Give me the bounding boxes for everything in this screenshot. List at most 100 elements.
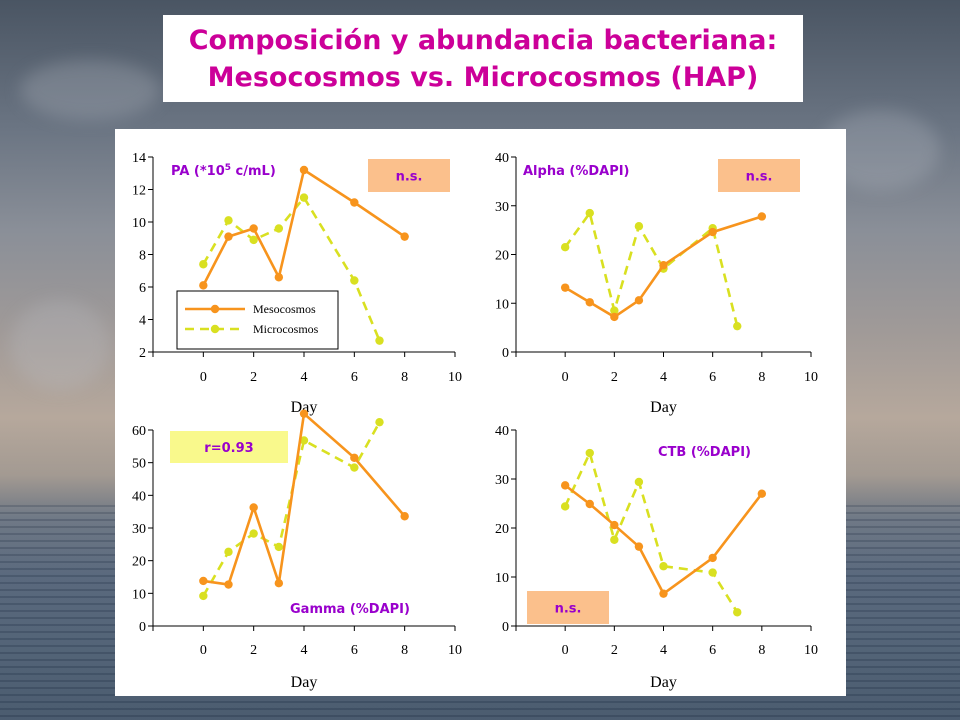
- chart-4-y-tick-label: 30: [495, 473, 509, 488]
- chart-3-mesocosmos-point: [299, 409, 309, 418]
- chart-1-x-tick-label: 0: [200, 370, 207, 385]
- chart-1-mesocosmos-point: [224, 232, 233, 241]
- chart-4-label: CTB (%DAPI): [658, 445, 751, 460]
- chart-4-mesocosmos-point: [708, 553, 717, 563]
- chart-2-x-axis-title: Day: [650, 399, 677, 416]
- chart-4-series-mesocosmos-line: [564, 484, 763, 596]
- chart-3-microcosmos-point: [299, 436, 309, 445]
- chart-3-mesocosmos-point: [199, 576, 208, 586]
- chart-2-microcosmos-point: [733, 321, 742, 331]
- chart-3-y-tick-label: 0: [139, 620, 146, 635]
- chart-1-microcosmos-point: [274, 224, 284, 233]
- chart-3-microcosmos-point: [375, 417, 384, 427]
- chart-4-mesocosmos-point: [560, 481, 570, 490]
- chart-1-label: PA (*105 c/mL): [171, 163, 276, 179]
- chart-3-y-tick-label: 50: [132, 457, 146, 472]
- chart-2-microcosmos-point: [560, 242, 570, 252]
- chart-4-mesocosmos-point: [634, 542, 644, 551]
- chart-4-microcosmos-point: [708, 568, 717, 577]
- chart-2-mesocosmos-point: [757, 212, 767, 221]
- chart-3-mesocosmos-point: [274, 579, 284, 588]
- chart-3-x-tick-label: 0: [200, 643, 207, 658]
- chart-3-y-tick-label: 40: [132, 489, 146, 504]
- chart-1-y-tick-label: 6: [139, 281, 146, 296]
- chart-4-x-tick-label: 6: [709, 643, 716, 658]
- chart-1-mesocosmos-point: [199, 281, 208, 290]
- chart-1-microcosmos-point: [375, 336, 384, 345]
- chart-3-x-tick-label: 2: [250, 643, 257, 658]
- chart-2-y-tick-label: 20: [495, 249, 509, 264]
- chart-4-microcosmos-point: [585, 448, 594, 458]
- chart-3-x-tick-label: 6: [351, 643, 358, 658]
- chart-2-microcosmos-point: [585, 208, 594, 218]
- chart-2-microcosmos-point: [634, 222, 644, 231]
- chart-1-microcosmos-point: [350, 276, 359, 285]
- title-line-2: Mesocosmos vs. Microcosmos (HAP): [207, 62, 759, 93]
- chart-1-x-tick-label: 8: [401, 370, 408, 385]
- chart-1-y-tick-label: 8: [139, 249, 146, 264]
- chart-3-y-tick-label: 20: [132, 555, 146, 570]
- chart-3-microcosmos-point: [224, 547, 233, 557]
- chart-2-mesocosmos-point: [634, 296, 644, 305]
- chart-2-badge-box: [718, 159, 800, 192]
- chart-4-x-tick-label: 8: [758, 643, 765, 658]
- chart-1-y-tick-label: 2: [139, 346, 146, 361]
- chart-1-legend-microcosmos-marker: [210, 324, 220, 334]
- chart-1-label-tail: c/mL): [231, 164, 276, 179]
- chart-2-x-tick-label: 8: [758, 370, 765, 385]
- chart-1-microcosmos-point: [249, 235, 258, 245]
- chart-3-mesocosmos-point: [350, 453, 359, 462]
- chart-3-microcosmos-point: [274, 542, 284, 552]
- charts-svg: 2 4 6 8 10 12 14 0 2 4 6 8 10 Day n.s. PA (*105 c/mL) Me…: [132, 151, 818, 691]
- chart-2-mesocosmos-point: [585, 298, 594, 307]
- chart-3-microcosmos-point: [199, 591, 208, 601]
- chart-3-badge-box: [170, 431, 288, 463]
- chart-4-mesocosmos-point: [757, 489, 767, 498]
- chart-1-y-tick-label: 14: [132, 151, 146, 166]
- chart-1-legend-mesocosmos-label: Mesocosmos: [253, 302, 316, 316]
- chart-1-mesocosmos-point: [274, 273, 284, 282]
- chart-4-microcosmos-point: [634, 477, 644, 487]
- chart-3-y-tick-label: 10: [132, 587, 146, 602]
- chart-3-y-tick-label: 30: [132, 522, 146, 537]
- chart-3-y-tick-label: 60: [132, 424, 146, 439]
- chart-1-x-axis-title: Day: [291, 399, 318, 416]
- chart-1-mesocosmos-point: [400, 232, 409, 241]
- chart-1-x-tick-label: 6: [351, 370, 358, 385]
- chart-4-y-tick-label: 40: [495, 424, 509, 439]
- chart-4-y-tick-label: 10: [495, 571, 509, 586]
- chart-1-x-tick-label: 4: [301, 370, 308, 385]
- chart-2-x-tick-label: 10: [804, 370, 818, 385]
- chart-4-y-tick-label: 0: [502, 620, 509, 635]
- chart-4-x-tick-label: 10: [804, 643, 818, 658]
- chart-2-y-tick-label: 30: [495, 200, 509, 215]
- chart-1-y-tick-label: 10: [132, 216, 146, 231]
- chart-2-x-tick-label: 0: [562, 370, 569, 385]
- chart-3-x-axis-title: Day: [291, 674, 318, 691]
- chart-1-label-main: PA (*10: [171, 164, 225, 179]
- chart-2-label: Alpha (%DAPI): [523, 164, 630, 179]
- chart-2-x-tick-label: 6: [709, 370, 716, 385]
- chart-4-x-tick-label: 2: [611, 643, 618, 658]
- chart-1-legend-mesocosmos-marker: [210, 304, 220, 314]
- chart-1-microcosmos-point: [299, 193, 309, 202]
- chart-1-mesocosmos-point: [299, 165, 309, 175]
- chart-2-badge: n.s.: [746, 170, 773, 185]
- chart-3-mesocosmos-point: [249, 503, 258, 512]
- chart-1-badge: n.s.: [396, 170, 423, 185]
- chart-panel: 2 4 6 8 10 12 14 0 2 4 6 8 10 Day n.s. PA (*105 c/mL) Me…: [115, 129, 846, 696]
- chart-4-microcosmos-point: [733, 608, 742, 617]
- chart-4-mesocosmos-point: [610, 520, 619, 530]
- chart-1-y-tick-label: 12: [132, 184, 146, 199]
- chart-4-y-tick-label: 20: [495, 522, 509, 537]
- sky-cloud: [20, 60, 160, 120]
- chart-2-mesocosmos-point: [610, 312, 619, 322]
- chart-3-x-tick-label: 10: [448, 643, 462, 658]
- chart-4-microcosmos-point: [610, 535, 619, 544]
- chart-4-badge-box: [527, 591, 609, 624]
- chart-3-x-tick-label: 4: [301, 643, 308, 658]
- chart-2-microcosmos-point: [610, 306, 619, 315]
- chart-1-y-tick-label: 4: [139, 314, 146, 329]
- chart-1-mesocosmos-point: [350, 198, 359, 207]
- chart-2-mesocosmos-point: [708, 227, 717, 237]
